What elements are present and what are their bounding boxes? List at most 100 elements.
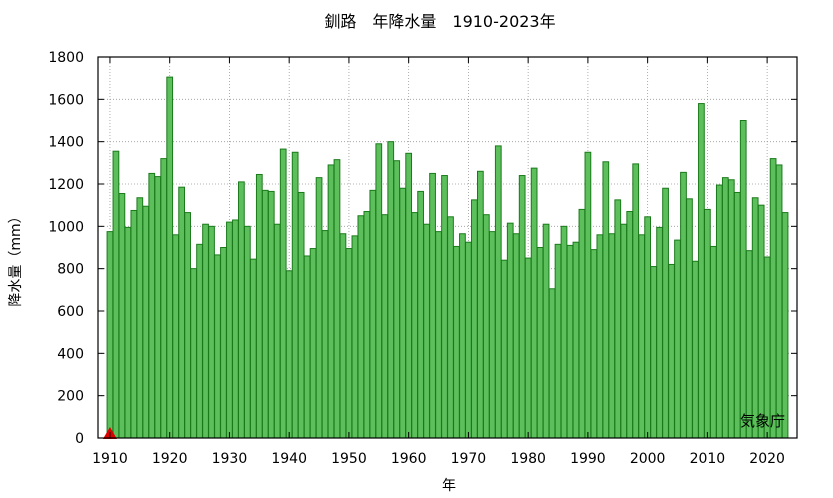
bar-1983 [542,223,550,439]
bar-1951 [351,235,359,439]
bar-1958 [393,160,401,439]
x-tick-label: 1930 [212,451,248,467]
y-tick-label: 1800 [48,50,84,66]
bar-2014 [727,179,735,439]
y-tick-label: 1400 [48,135,84,151]
bar-1979 [518,175,526,439]
bar-1957 [387,141,395,439]
bar-1996 [620,223,628,439]
y-axis-label: 降水量（mm） [8,209,24,306]
bar-1985 [554,243,562,439]
bar-1969 [459,233,466,439]
bar-1992 [596,234,604,439]
bar-1920 [166,76,174,439]
bar-1977 [506,222,514,439]
bar-2019 [757,204,765,439]
bar-1934 [249,258,257,439]
bar-1984 [548,288,556,439]
x-tick-label: 1950 [331,451,367,467]
bar-2011 [709,245,717,439]
bar-1937 [267,190,275,439]
y-tick-label: 0 [75,431,84,447]
x-tick-label: 1990 [570,451,606,467]
bar-1998 [632,163,640,439]
bar-1963 [423,223,430,439]
bar-1936 [261,189,269,439]
bar-2003 [662,187,669,439]
bar-1927 [208,225,215,439]
bar-1938 [273,223,281,439]
bar-1955 [375,143,383,439]
bar-1930 [226,221,233,439]
bar-1932 [238,181,245,439]
bar-2004 [668,263,675,439]
bar-1935 [255,173,263,439]
bar-2012 [715,184,723,439]
y-tick-label: 1200 [48,177,84,193]
bar-1916 [142,205,150,439]
bar-2010 [704,208,711,439]
bar-2022 [775,164,783,439]
y-axis: 0 200 400 600 800 1000 1200 1400 1600 1800 [48,50,797,447]
bar-1990 [584,151,592,439]
bar-1962 [417,190,424,439]
bar-1972 [476,170,484,439]
bar-2023 [781,212,789,439]
bar-2006 [680,171,687,439]
bar-1989 [578,208,586,439]
bar-2000 [644,216,652,439]
x-tick-label: 1920 [152,451,188,467]
x-tick-label: 1910 [92,451,128,467]
bar-2018 [751,197,759,439]
x-tick-label: 2020 [749,451,785,467]
bar-1974 [488,231,496,439]
y-tick-label: 800 [57,262,84,278]
bar-1981 [530,167,538,439]
source-credit: 気象庁 [740,412,785,430]
plot-frame [97,56,798,439]
chart-title: 釧路 年降水量 1910-2023年 [324,12,555,31]
bar-1933 [243,225,251,439]
bar-1946 [321,230,329,439]
bar-1942 [297,191,305,439]
bar-1921 [172,234,180,439]
bar-2007 [686,198,693,439]
bar-1923 [184,212,191,439]
bar-2016 [739,120,747,439]
bar-1952 [357,215,365,439]
bar-2008 [692,260,699,439]
x-tick-label: 1940 [271,451,307,467]
bar-1968 [453,245,460,439]
bar-1959 [399,187,407,439]
bar-1925 [196,243,203,439]
y-tick-label: 400 [57,346,84,362]
x-tick-label: 1980 [510,451,546,467]
y-tick-label: 600 [57,304,84,320]
bar-1912 [118,193,126,439]
bar-1911 [112,150,120,439]
bar-1950 [345,248,353,439]
bar-2009 [698,103,705,439]
bars [106,76,789,439]
y-tick-label: 1000 [48,219,84,235]
bar-1943 [303,255,311,439]
bar-1991 [590,249,598,439]
bar-1986 [560,225,568,439]
bar-1961 [411,212,419,439]
bar-1948 [333,159,341,439]
bar-1966 [441,175,448,439]
bar-1931 [232,219,239,439]
bar-1922 [178,186,186,439]
bar-2013 [721,177,729,439]
bar-1976 [500,259,508,439]
bar-1939 [279,148,287,439]
bar-1995 [614,199,622,439]
bar-1960 [405,152,413,439]
y-tick-label: 1600 [48,92,84,108]
bar-1970 [465,241,472,439]
bar-1964 [429,172,436,439]
bar-1917 [148,172,156,439]
x-axis-label: 年 [442,478,456,494]
bar-1967 [447,216,454,439]
